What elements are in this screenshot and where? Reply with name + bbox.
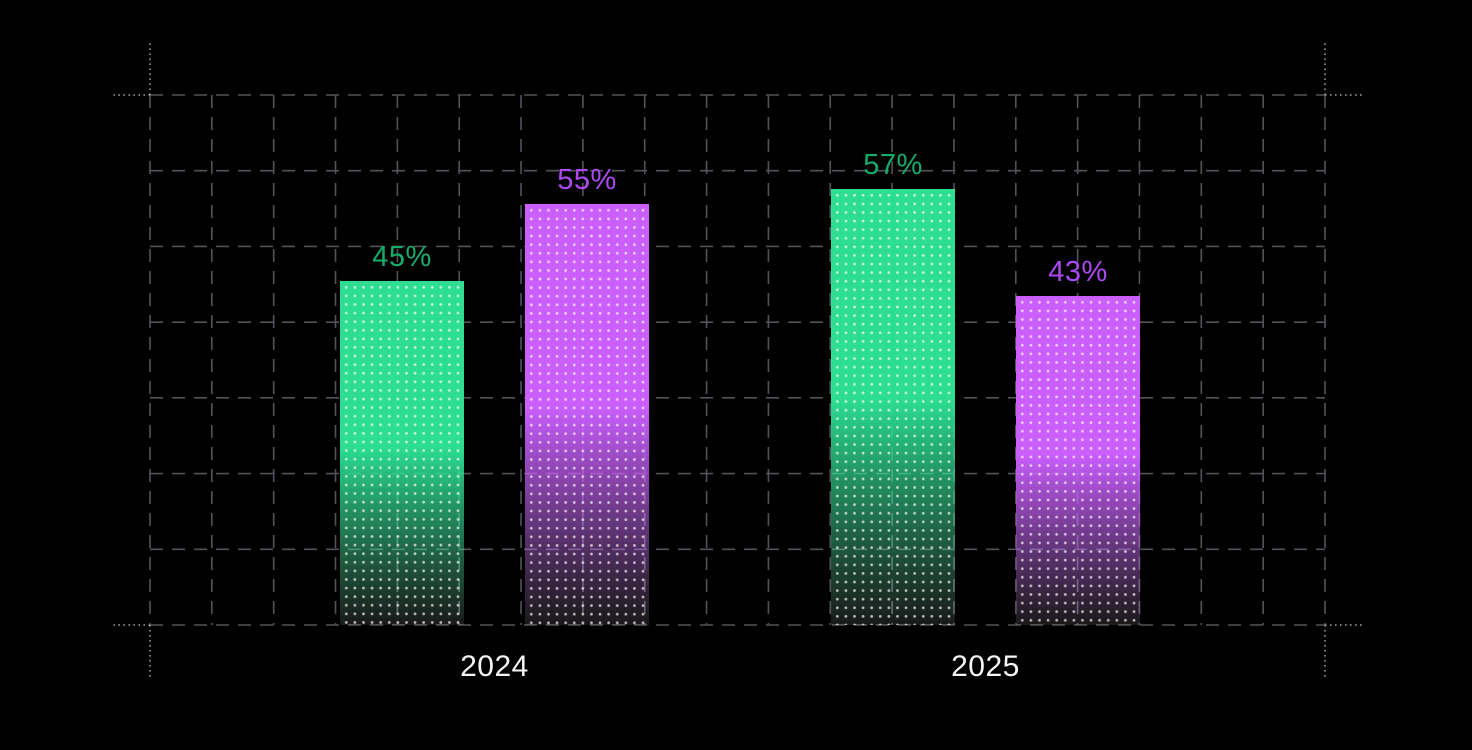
bar-group-2025: 57% 43% 2025 bbox=[831, 151, 1140, 682]
bar-group-2024: 45% 55% 2024 bbox=[340, 166, 649, 682]
bar-purple-2025 bbox=[1016, 296, 1140, 625]
bar-value-label: 57% bbox=[863, 149, 923, 181]
category-label: 2025 bbox=[951, 650, 1020, 683]
bar-purple-2024 bbox=[525, 204, 649, 625]
bar-item: 45% bbox=[340, 243, 464, 625]
bar-value-label: 43% bbox=[1048, 256, 1108, 288]
bar-green-2025 bbox=[831, 189, 955, 625]
bar-item: 55% bbox=[525, 166, 649, 625]
bar-item: 43% bbox=[1016, 258, 1140, 625]
bar-value-label: 45% bbox=[372, 241, 432, 273]
bar-item: 57% bbox=[831, 151, 955, 625]
category-label: 2024 bbox=[460, 650, 529, 683]
bar-green-2024 bbox=[340, 281, 464, 625]
bar-value-label: 55% bbox=[557, 164, 617, 196]
